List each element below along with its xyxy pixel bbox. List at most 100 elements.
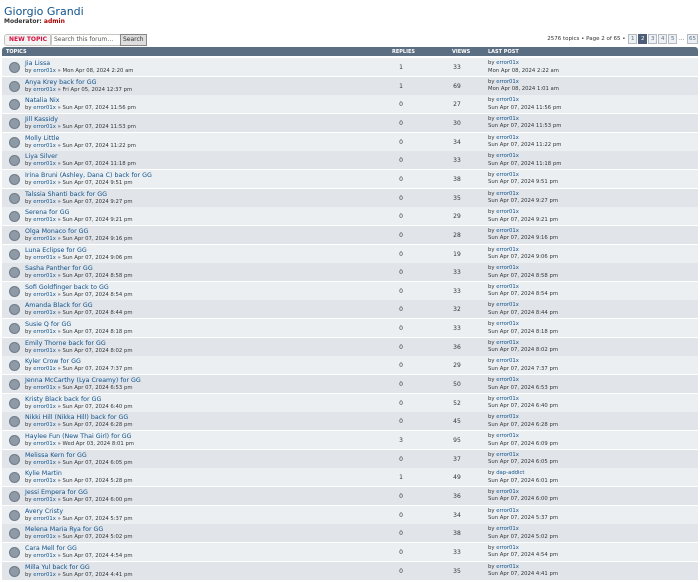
author-link[interactable]: error01x — [33, 329, 56, 336]
topic-title[interactable]: Liya Silver — [25, 153, 58, 161]
ellipsis: ... — [679, 36, 685, 42]
author-link[interactable]: error01x — [33, 161, 56, 168]
topic-title[interactable]: Avery Cristy — [25, 507, 64, 515]
topic-title[interactable]: Jessi Empera for GG — [25, 488, 88, 496]
author-link[interactable]: error01x — [33, 217, 56, 224]
topic-title[interactable]: Anya Krey back for GG — [25, 78, 97, 86]
last-author-link[interactable]: error01x — [496, 414, 519, 421]
new-topic-button[interactable]: NEW TOPIC — [4, 34, 53, 46]
topic-title[interactable]: Amanda Black for GG — [25, 302, 93, 310]
last-author-link[interactable]: error01x — [496, 134, 519, 141]
last-author-link[interactable]: error01x — [496, 78, 519, 85]
last-author-link[interactable]: error01x — [496, 339, 519, 346]
moderator-link[interactable]: admin — [43, 18, 65, 25]
topic-title[interactable]: Kyler Crow for GG — [25, 358, 81, 366]
last-author-link[interactable]: error01x — [496, 544, 519, 551]
last-author-link[interactable]: error01x — [496, 433, 519, 439]
page-link[interactable]: 4 — [658, 34, 668, 44]
last-author-link[interactable]: error01x — [496, 115, 519, 122]
topic-title[interactable]: Jill Kassidy — [25, 115, 59, 123]
last-author-link[interactable]: error01x — [496, 246, 519, 253]
author-link[interactable]: error01x — [33, 291, 56, 298]
topic-title[interactable]: Milla Yul back for GG — [25, 563, 90, 571]
topic-title[interactable]: Jia Lissa — [25, 60, 51, 67]
author-link[interactable]: error01x — [33, 235, 56, 242]
author-link[interactable]: error01x — [33, 105, 56, 112]
last-post-date: Sun Apr 07, 2024 11:22 pm — [488, 142, 562, 149]
topic-title[interactable]: Molly Little — [25, 134, 60, 142]
last-author-link[interactable]: error01x — [496, 451, 519, 458]
last-author-link[interactable]: error01x — [496, 97, 519, 104]
last-author-link[interactable]: error01x — [496, 377, 519, 384]
author-link[interactable]: error01x — [33, 571, 56, 578]
last-author-link[interactable]: error01x — [496, 507, 519, 514]
author-link[interactable]: error01x — [33, 347, 56, 354]
author-link[interactable]: error01x — [33, 123, 56, 130]
topic-title[interactable]: Natalia Nix — [25, 97, 60, 105]
last-author-link[interactable]: error01x — [496, 563, 519, 570]
topic-title[interactable]: Melissa Kern for GG — [25, 451, 87, 459]
last-author-link[interactable]: error01x — [496, 190, 519, 197]
page-link[interactable]: 3 — [648, 34, 658, 44]
search-button[interactable]: Search — [120, 34, 147, 46]
last-author-link[interactable]: error01x — [496, 227, 519, 234]
last-author-link[interactable]: error01x — [496, 265, 519, 272]
search-input[interactable]: Search this forum… — [50, 34, 121, 46]
topic-title[interactable]: Jenna McCarthy (Lya Creamy) for GG — [25, 377, 141, 385]
last-author-link[interactable]: dap-addict — [496, 470, 525, 477]
author-link[interactable]: error01x — [33, 179, 56, 186]
topic-title[interactable]: Sasha Panther for GG — [25, 265, 93, 273]
page-link[interactable]: 65 — [687, 34, 698, 44]
topic-title[interactable]: Nikki Hill (Nikka Hill) back for GG — [25, 414, 129, 422]
author-link[interactable]: error01x — [33, 142, 56, 149]
author-link[interactable]: error01x — [33, 273, 56, 280]
last-author-link[interactable]: error01x — [496, 526, 519, 533]
last-author-link[interactable]: error01x — [496, 358, 519, 365]
views: 33 — [453, 287, 461, 295]
author-link[interactable]: error01x — [33, 496, 56, 503]
topic-title[interactable]: Melena Maria Rya for GG — [25, 526, 104, 534]
author-link[interactable]: error01x — [33, 552, 56, 559]
author-link[interactable]: error01x — [33, 459, 56, 466]
topic-title[interactable]: Serena for GG — [25, 209, 70, 217]
page-link[interactable]: 2 — [638, 34, 648, 44]
author-link[interactable]: error01x — [33, 478, 56, 485]
page-link[interactable]: 5 — [668, 34, 678, 44]
topic-title[interactable]: Cara Mell for GG — [25, 544, 77, 552]
author-link[interactable]: error01x — [33, 86, 56, 93]
last-post: by error01x Mon Apr 08, 2024 1:01 am — [488, 79, 559, 94]
last-author-link[interactable]: error01x — [496, 283, 519, 290]
author-link[interactable]: error01x — [33, 403, 56, 410]
last-author-link[interactable]: error01x — [496, 171, 519, 178]
author-link[interactable]: error01x — [33, 68, 56, 74]
topic-title[interactable]: Emily Thorne back for GG — [25, 339, 106, 347]
author-link[interactable]: error01x — [33, 422, 56, 429]
author-link[interactable]: error01x — [33, 515, 56, 522]
last-author-link[interactable]: error01x — [496, 60, 519, 66]
last-post-author-line: by error01x — [488, 247, 558, 255]
author-link[interactable]: error01x — [33, 198, 56, 205]
last-author-link[interactable]: error01x — [496, 395, 519, 402]
topic-title[interactable]: Irina Bruni (Ashley, Dana C) back for GG — [25, 171, 152, 179]
author-link[interactable]: error01x — [33, 310, 56, 317]
author-link[interactable]: error01x — [33, 385, 56, 392]
last-post: by error01x Sun Apr 07, 2024 4:41 pm — [488, 564, 558, 579]
author-link[interactable]: error01x — [33, 254, 56, 261]
last-author-link[interactable]: error01x — [496, 321, 519, 328]
topic-title[interactable]: Susie Q for GG — [25, 321, 72, 329]
topic-title[interactable]: Haylee Fun (New Thai Girl) for GG — [25, 433, 132, 440]
author-link[interactable]: error01x — [33, 366, 56, 373]
topic-title[interactable]: Sofi Goldfinger back to GG — [25, 283, 109, 291]
topic-title[interactable]: Luna Eclipse for GG — [25, 246, 87, 254]
topic-title[interactable]: Talssia Shanti back for GG — [25, 190, 108, 198]
last-author-link[interactable]: error01x — [496, 153, 519, 160]
topic-title[interactable]: Kylie Martin — [25, 470, 62, 478]
page-link[interactable]: 1 — [628, 34, 638, 44]
topic-title[interactable]: Kristy Black back for GG — [25, 395, 102, 403]
author-link[interactable]: error01x — [33, 441, 56, 447]
last-author-link[interactable]: error01x — [496, 302, 519, 309]
last-author-link[interactable]: error01x — [496, 209, 519, 216]
topic-title[interactable]: Olga Monaco for GG — [25, 227, 89, 235]
last-author-link[interactable]: error01x — [496, 488, 519, 495]
author-link[interactable]: error01x — [33, 534, 56, 541]
